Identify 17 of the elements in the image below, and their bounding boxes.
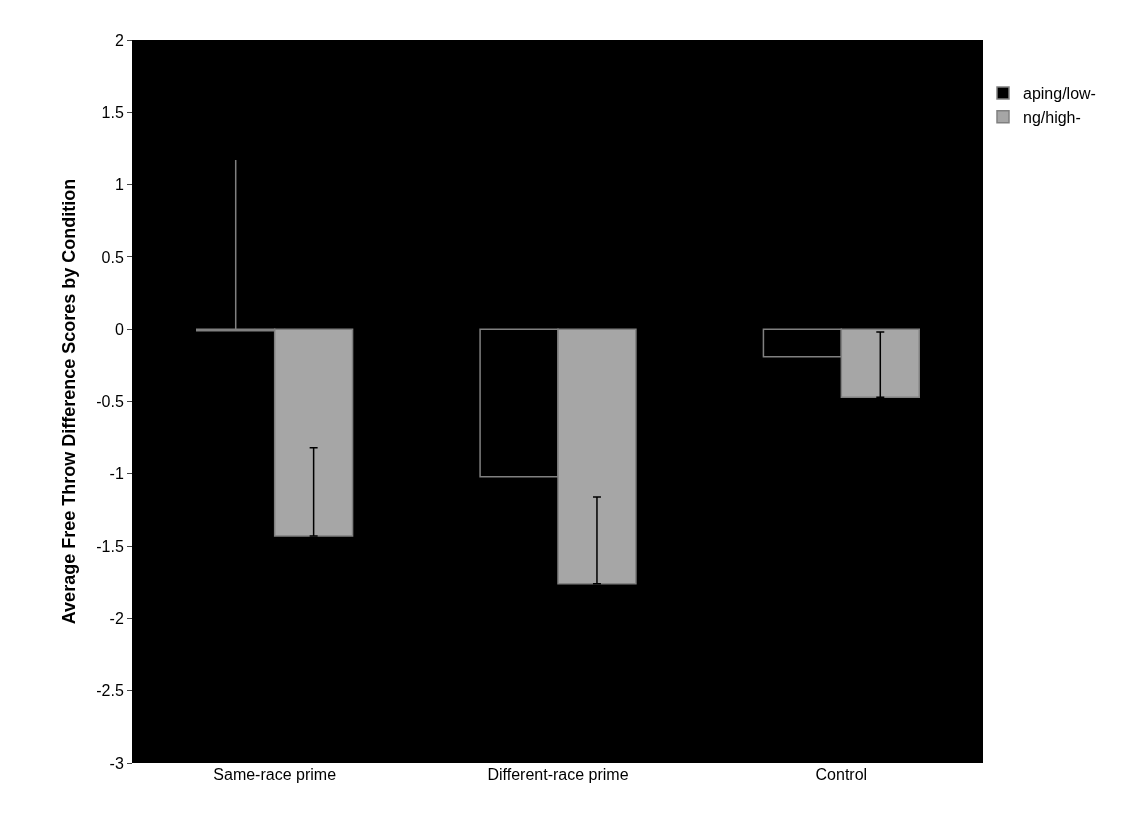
- x-tick-label: Control: [815, 766, 868, 783]
- y-tick-label: -1: [109, 465, 124, 483]
- y-tick-label: 2: [114, 31, 124, 49]
- y-tick-label: -2.5: [96, 682, 124, 700]
- y-tick-label: 0: [114, 320, 124, 338]
- x-tick-label: Different-race prime: [487, 766, 629, 783]
- x-tick-label: Same-race prime: [213, 766, 337, 783]
- legend-label: ng/high-: [1023, 109, 1081, 127]
- y-tick-label: -1.5: [96, 537, 124, 555]
- y-tick-label: -3: [109, 754, 124, 772]
- y-tick-label: -0.5: [96, 393, 124, 411]
- y-tick-label: 1: [114, 176, 124, 194]
- y-axis-title: Average Free Throw Difference Scores by Condition: [59, 178, 80, 625]
- y-tick-label: 1.5: [101, 103, 124, 121]
- legend-label: aping/low-: [1023, 85, 1096, 103]
- y-tick-label: -2: [109, 610, 124, 627]
- y-tick-label: 0.5: [101, 248, 124, 266]
